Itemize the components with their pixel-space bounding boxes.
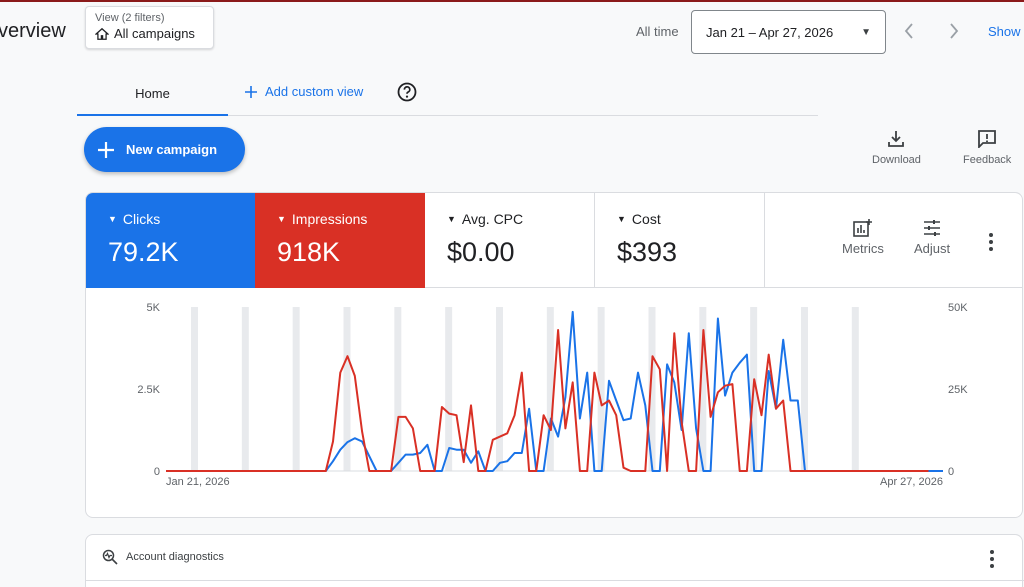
divider [86, 580, 1024, 581]
weekend-band [699, 307, 707, 471]
feedback-label: Feedback [963, 154, 1012, 166]
caret-down-icon: ▼ [861, 26, 871, 38]
adjust-label: Adjust [914, 241, 951, 256]
weekend-band [597, 307, 605, 471]
show-link[interactable]: Show [988, 24, 1021, 39]
tab-home[interactable]: Home [77, 72, 228, 116]
new-campaign-button[interactable]: New campaign [84, 127, 245, 172]
more-options-button[interactable] [985, 233, 997, 251]
weekend-band [394, 307, 402, 471]
x-axis-start-label: Jan 21, 2026 [166, 476, 230, 488]
y-left-tick-label: 5K [147, 302, 161, 314]
page-title: verview [0, 20, 66, 42]
account-diagnostics-card: Account diagnostics [85, 534, 1024, 587]
top-accent-line [0, 0, 1024, 2]
date-range-value: Jan 21 – Apr 27, 2026 [706, 24, 834, 40]
tab-add-custom-view[interactable]: Add custom view [245, 84, 363, 99]
metric-impressions-label: Impressions [291, 211, 368, 227]
new-campaign-label: New campaign [126, 142, 218, 157]
diagnostics-more-button[interactable] [986, 550, 998, 568]
help-button[interactable] [397, 82, 417, 107]
add-custom-view-label: Add custom view [265, 84, 364, 99]
next-period-button[interactable] [944, 20, 964, 42]
metric-clicks[interactable]: ▼ Clicks 79.2K [86, 193, 255, 288]
metric-clicks-label: Clicks [122, 211, 161, 227]
weekend-band [445, 307, 453, 471]
performance-card: ▼ Clicks 79.2K ▼ Impressions 918K ▼ Avg. CP… [85, 192, 1023, 518]
download-button[interactable]: Download [872, 130, 921, 166]
view-selector[interactable]: View (2 filters) All campaigns [85, 6, 214, 49]
adjust-button[interactable]: Adjust [914, 219, 950, 256]
weekend-band [546, 307, 554, 471]
series-line-impressions [166, 329, 929, 472]
account-diagnostics-title: Account diagnostics [126, 551, 224, 563]
date-range-select[interactable]: Jan 21 – Apr 27, 2026 ▼ [691, 10, 886, 54]
metric-clicks-value: 79.2K [108, 237, 179, 267]
weekend-band [648, 307, 656, 471]
help-icon [397, 82, 417, 102]
metric-avg-cpc-value: $0.00 [447, 237, 515, 267]
tune-icon [924, 220, 941, 236]
home-icon [95, 27, 109, 40]
weekend-band [292, 307, 300, 471]
metric-impressions-value: 918K [277, 237, 341, 267]
chevron-right-icon [950, 23, 959, 39]
download-label: Download [872, 154, 921, 166]
view-name: All campaigns [114, 26, 195, 41]
caret-down-icon: ▼ [447, 214, 456, 224]
view-filters-label: View (2 filters) [95, 12, 165, 24]
caret-down-icon: ▼ [277, 214, 286, 224]
kebab-dot [989, 233, 993, 237]
metrics-button[interactable]: Metrics [842, 219, 884, 256]
metrics-label: Metrics [842, 241, 884, 256]
feedback-icon [978, 130, 997, 148]
kebab-dot [989, 240, 993, 244]
y-right-tick-label: 50K [948, 302, 968, 314]
y-right-tick-label: 0 [948, 466, 954, 478]
metric-avg-cpc[interactable]: ▼ Avg. CPC $0.00 [425, 193, 595, 288]
x-axis-end-label: Apr 27, 2026 [880, 476, 943, 488]
weekend-band [851, 307, 859, 471]
prev-period-button[interactable] [899, 20, 919, 42]
caret-down-icon: ▼ [108, 214, 117, 224]
plus-icon [245, 85, 257, 98]
metric-tools-area: Metrics Adjust [765, 193, 1022, 288]
weekend-band [191, 307, 198, 471]
y-left-tick-label: 2.5K [137, 384, 160, 396]
download-icon [888, 131, 905, 147]
weekend-band [241, 307, 249, 471]
kebab-dot [990, 550, 994, 554]
metric-avg-cpc-label: Avg. CPC [461, 211, 524, 227]
kebab-dot [989, 247, 993, 251]
metric-cost[interactable]: ▼ Cost $393 [595, 193, 765, 288]
kebab-dot [990, 564, 994, 568]
performance-chart: 0 2.5K 5K 0 25K 50K Jan 21, 2026 Apr 27, 2026 [137, 302, 968, 488]
kebab-dot [990, 557, 994, 561]
caret-down-icon: ▼ [617, 214, 626, 224]
metric-cost-label: Cost [631, 211, 661, 227]
weekend-band [800, 307, 808, 471]
y-right-tick-label: 25K [948, 384, 968, 396]
metric-impressions[interactable]: ▼ Impressions 918K [255, 193, 425, 288]
all-time-label: All time [636, 24, 679, 39]
view-tabs: Home Add custom view [77, 72, 818, 116]
add-chart-icon [853, 219, 872, 237]
diagnostics-icon [102, 549, 118, 565]
feedback-button[interactable]: Feedback [963, 130, 1011, 166]
chevron-left-icon [904, 23, 913, 39]
metric-cost-value: $393 [617, 237, 678, 267]
weekend-band [343, 307, 351, 471]
weekend-band [495, 307, 503, 471]
plus-icon [98, 141, 114, 158]
y-left-tick-label: 0 [154, 466, 160, 478]
